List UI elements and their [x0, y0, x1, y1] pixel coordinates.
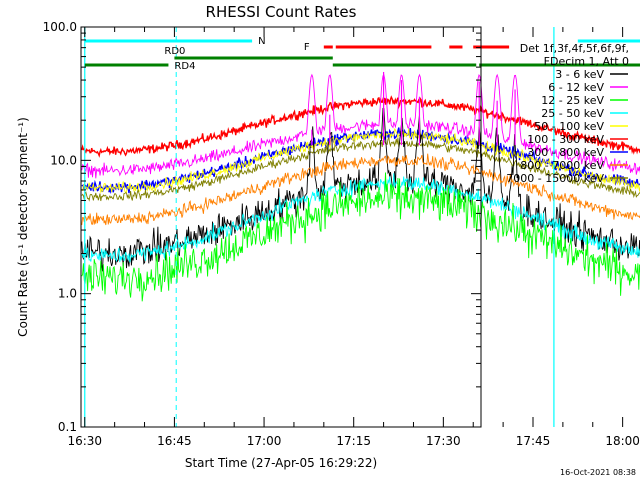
legend-label-8: 7000 - 15000 keV: [506, 172, 604, 185]
footer-timestamp: 16-Oct-2021 08:38: [560, 468, 636, 477]
x-tick-label-6: 18:00: [605, 434, 640, 448]
series-line-7000-15000kev: [81, 136, 640, 202]
flag-label-f: F: [304, 42, 310, 53]
flag-label-rd0: RD0: [164, 46, 185, 57]
x-axis-label: Start Time (27-Apr-05 16:29:22): [185, 456, 377, 470]
plot-frame: [80, 26, 482, 428]
x-tick-label-4: 17:30: [426, 434, 461, 448]
y-tick-label-1: 1.0: [58, 287, 77, 301]
legend-label-4: 50 - 100 keV: [534, 120, 604, 133]
flag-label-rd4: RD4: [174, 61, 195, 72]
series-line-800-7000kev: [81, 153, 640, 226]
legend: Det 1f,3f,4f,5f,6f,9f, FDecim 1, Att 0 3…: [506, 42, 629, 185]
x-tick-label-3: 17:15: [336, 434, 371, 448]
chart-title: RHESSI Count Rates: [206, 3, 357, 21]
x-tick-label-1: 16:45: [157, 434, 192, 448]
series-line-12-25kev: [81, 172, 640, 302]
legend-header-line-1: Det 1f,3f,4f,5f,6f,9f,: [520, 42, 629, 55]
x-tick-label-0: 16:30: [67, 434, 102, 448]
legend-label-0: 3 - 6 keV: [555, 68, 604, 81]
y-tick-label-0: 0.1: [58, 420, 77, 434]
legend-label-7: 800 - 7000 keV: [520, 159, 604, 172]
y-tick-label-2: 10.0: [50, 153, 77, 167]
flag-label-n: N: [258, 36, 265, 47]
series-line-25-50kev: [81, 173, 640, 263]
legend-label-6: 300 - 800 keV: [527, 146, 604, 159]
series-line-100-300kev: [81, 95, 640, 158]
legend-label-3: 25 - 50 keV: [541, 107, 604, 120]
legend-label-2: 12 - 25 keV: [541, 94, 604, 107]
legend-label-5: 100 - 300 keV: [527, 133, 604, 146]
legend-header-line-2: FDecim 1, Att 0: [544, 55, 629, 68]
legend-label-1: 6 - 12 keV: [548, 81, 604, 94]
x-tick-label-2: 17:00: [247, 434, 282, 448]
x-tick-label-5: 17:45: [516, 434, 551, 448]
series-line-50-100kev: [81, 127, 640, 194]
y-tick-label-3: 100.0: [43, 20, 77, 34]
y-axis-label: Count Rate (s⁻¹ detector segment⁻¹): [16, 117, 30, 337]
series-line-6-12kev: [81, 73, 640, 179]
plot-area: N F RD0 RD4 0.1 1.0 10.0 100.0 16:30 16:45 17:00 17…: [43, 20, 640, 448]
